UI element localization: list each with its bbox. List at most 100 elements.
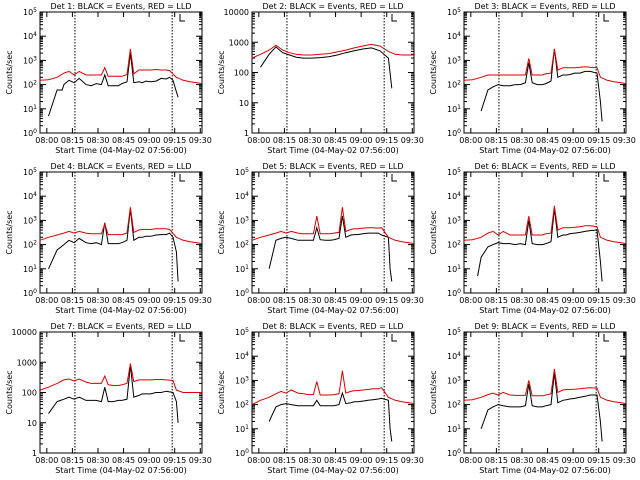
chart-title: Det 9: BLACK = Events, RED = LLD [475, 322, 616, 331]
y-tick-label: 105 [447, 7, 461, 17]
y-tick-label: 1 [244, 129, 249, 138]
x-tick-label: 08:15 [61, 296, 84, 305]
chart-panel: 08:00 08:15 08:30 08:45 09:00 09:15 09:30 100 10… [429, 2, 636, 155]
y-tick-label: 103 [235, 215, 249, 225]
events-series-line [268, 391, 393, 442]
x-tick-label: 09:30 [401, 296, 424, 305]
events-series-line [48, 365, 179, 423]
events-series-line [48, 53, 179, 117]
x-tick-label: 09:30 [189, 136, 212, 145]
x-tick-label: 09:30 [401, 136, 424, 145]
y-axis-label: Counts/sec [5, 50, 14, 94]
x-tick-label: 08:45 [324, 296, 347, 305]
events-series-line [260, 46, 393, 89]
x-axis-label: Start Time (04-May-02 07:56:00) [55, 466, 186, 475]
x-tick-label: 08:30 [86, 296, 109, 305]
plot-frame [463, 331, 627, 454]
x-tick-label: 08:30 [298, 136, 321, 145]
x-tick-label: 09:15 [163, 456, 186, 465]
y-tick-label: 102 [235, 240, 249, 250]
x-tick-label: 09:00 [562, 136, 585, 145]
plot-frame [463, 171, 627, 294]
y-tick-label: 103 [447, 215, 461, 225]
y-tick-label: 101 [23, 104, 37, 114]
x-tick-label: 09:00 [350, 456, 373, 465]
x-tick-label: 08:45 [112, 296, 135, 305]
x-tick-label: 09:00 [562, 296, 585, 305]
lld-series-line [251, 370, 415, 406]
y-tick-label: 101 [235, 424, 249, 434]
y-tick-label: 1 [32, 449, 37, 458]
y-tick-label: 100 [235, 448, 249, 458]
x-tick-label: 08:00 [459, 136, 482, 145]
chart-title: Det 6: BLACK = Events, RED = LLD [475, 162, 616, 171]
corner-mark [391, 174, 397, 182]
y-tick-label: 102 [447, 80, 461, 90]
x-tick-label: 09:15 [587, 136, 610, 145]
y-tick-label: 102 [447, 240, 461, 250]
lld-series-line [39, 363, 202, 393]
chart-title: Det 2: BLACK = Events, RED = LLD [263, 2, 404, 11]
x-tick-label: 09:30 [613, 136, 636, 145]
lld-series-line [463, 48, 627, 85]
corner-mark [391, 14, 397, 22]
x-tick-label: 08:15 [485, 136, 508, 145]
plot-frame [463, 11, 627, 134]
x-tick-label: 08:15 [485, 456, 508, 465]
y-tick-label: 100 [447, 288, 461, 298]
events-series-line [48, 208, 179, 282]
x-tick-label: 08:45 [324, 456, 347, 465]
y-tick-label: 101 [447, 264, 461, 274]
x-tick-label: 08:00 [35, 456, 58, 465]
x-axis-label: Start Time (04-May-02 07:56:00) [479, 466, 610, 475]
x-tick-label: 08:30 [510, 136, 533, 145]
y-tick-label: 105 [23, 7, 37, 17]
x-tick-label: 09:30 [189, 296, 212, 305]
x-tick-label: 09:15 [163, 296, 186, 305]
x-tick-label: 08:45 [536, 136, 559, 145]
plot-frame [39, 331, 203, 454]
y-tick-label: 104 [235, 351, 249, 361]
y-tick-label: 104 [447, 191, 461, 201]
y-tick-label: 100 [235, 288, 249, 298]
x-tick-label: 08:30 [510, 456, 533, 465]
y-tick-label: 102 [23, 80, 37, 90]
y-tick-label: 102 [235, 400, 249, 410]
x-tick-label: 08:45 [324, 136, 347, 145]
x-tick-label: 08:15 [61, 456, 84, 465]
corner-mark [179, 174, 185, 182]
lld-series-line [251, 207, 415, 245]
lld-series-line [251, 43, 414, 59]
x-tick-label: 08:30 [86, 456, 109, 465]
chart-title: Det 3: BLACK = Events, RED = LLD [475, 2, 616, 11]
x-tick-label: 08:30 [86, 136, 109, 145]
x-tick-label: 09:15 [163, 136, 186, 145]
x-tick-label: 08:00 [247, 136, 270, 145]
y-tick-label: 10 [27, 419, 37, 428]
y-tick-label: 104 [23, 31, 37, 41]
x-axis-label: Start Time (04-May-02 07:56:00) [55, 306, 186, 315]
y-tick-label: 105 [447, 167, 461, 177]
y-tick-label: 1000 [229, 38, 249, 47]
chart-panel: 08:00 08:15 08:30 08:45 09:00 09:15 09:30 100 10… [217, 322, 424, 475]
x-tick-label: 09:15 [375, 296, 398, 305]
chart-title: Det 4: BLACK = Events, RED = LLD [51, 162, 192, 171]
y-tick-label: 105 [235, 167, 249, 177]
lld-series-line [39, 207, 203, 245]
x-tick-label: 09:00 [138, 456, 161, 465]
events-series-line [480, 373, 603, 442]
corner-mark [391, 334, 397, 342]
chart-panel: 08:00 08:15 08:30 08:45 09:00 09:15 09:30 100 10… [429, 322, 636, 475]
y-axis-label: Counts/sec [5, 370, 14, 414]
x-axis-label: Start Time (04-May-02 07:56:00) [267, 466, 398, 475]
y-tick-label: 102 [23, 240, 37, 250]
x-axis-label: Start Time (04-May-02 07:56:00) [267, 146, 398, 155]
y-tick-label: 104 [447, 351, 461, 361]
x-tick-label: 08:45 [536, 456, 559, 465]
y-tick-label: 103 [23, 215, 37, 225]
x-tick-label: 08:30 [298, 456, 321, 465]
chart-panel: 08:00 08:15 08:30 08:45 09:00 09:15 09:30 1 10 10… [217, 2, 424, 155]
y-axis-label: Counts/sec [429, 370, 438, 414]
chart-panel: 08:00 08:15 08:30 08:45 09:00 09:15 09:30 1 10 10… [5, 322, 212, 475]
